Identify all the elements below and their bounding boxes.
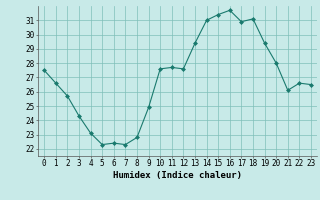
X-axis label: Humidex (Indice chaleur): Humidex (Indice chaleur) bbox=[113, 171, 242, 180]
